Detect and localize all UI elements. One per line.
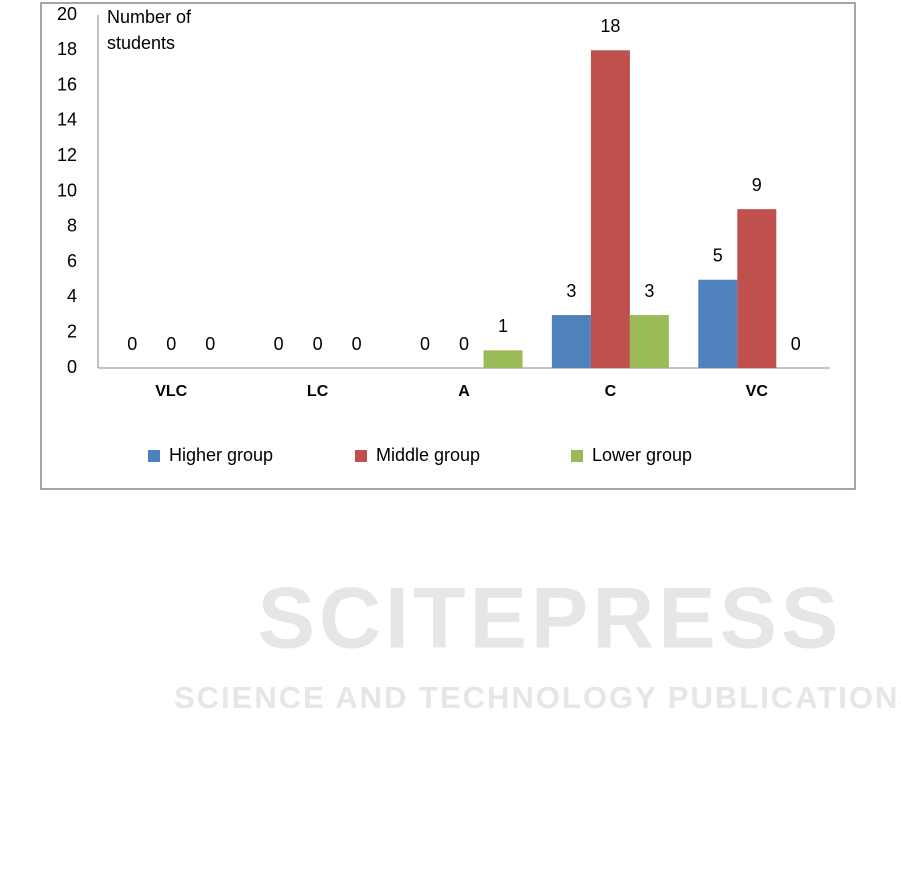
y-tick-label: 6 — [67, 251, 77, 271]
chart-border — [40, 2, 856, 490]
y-tick-label: 16 — [57, 74, 77, 94]
bar — [551, 315, 591, 368]
y-tick-label: 14 — [57, 110, 77, 130]
y-tick-label: 8 — [67, 216, 77, 236]
y-tick-label: 20 — [57, 4, 77, 24]
bar — [629, 315, 669, 368]
x-tick-label: A — [458, 383, 470, 400]
value-label: 18 — [600, 16, 620, 36]
watermark-title: SCITEPRESS — [258, 571, 843, 667]
y-axis-label: Number of — [107, 7, 192, 27]
y-tick-label: 4 — [67, 286, 77, 306]
bar — [737, 209, 777, 368]
value-label: 0 — [166, 334, 176, 354]
y-tick-label: 0 — [67, 357, 77, 377]
x-tick-label: VLC — [155, 383, 187, 400]
legend-swatch — [355, 450, 367, 462]
value-label: 3 — [644, 281, 654, 301]
legend-swatch — [148, 450, 160, 462]
value-label: 3 — [566, 281, 576, 301]
y-tick-label: 12 — [57, 145, 77, 165]
legend-label: Higher group — [169, 445, 273, 465]
value-label: 0 — [127, 334, 137, 354]
value-label: 9 — [752, 175, 762, 195]
value-label: 0 — [459, 334, 469, 354]
value-label: 0 — [420, 334, 430, 354]
value-label: 0 — [313, 334, 323, 354]
y-axis-label: students — [107, 33, 175, 53]
bar — [698, 279, 738, 368]
value-label: 1 — [498, 316, 508, 336]
watermark-subtitle: SCIENCE AND TECHNOLOGY PUBLICATIONS — [174, 680, 901, 715]
value-label: 0 — [274, 334, 284, 354]
bar — [590, 50, 630, 369]
legend-swatch — [571, 450, 583, 462]
bar — [483, 350, 523, 368]
value-label: 5 — [713, 246, 723, 266]
legend-label: Middle group — [376, 445, 480, 465]
x-tick-label: VC — [746, 383, 769, 400]
value-label: 0 — [205, 334, 215, 354]
legend-label: Lower group — [592, 445, 692, 465]
y-tick-label: 18 — [57, 39, 77, 59]
x-tick-label: C — [605, 383, 617, 400]
value-label: 0 — [791, 334, 801, 354]
value-label: 0 — [352, 334, 362, 354]
y-tick-label: 10 — [57, 180, 77, 200]
y-tick-label: 2 — [67, 321, 77, 341]
x-tick-label: LC — [307, 383, 329, 400]
